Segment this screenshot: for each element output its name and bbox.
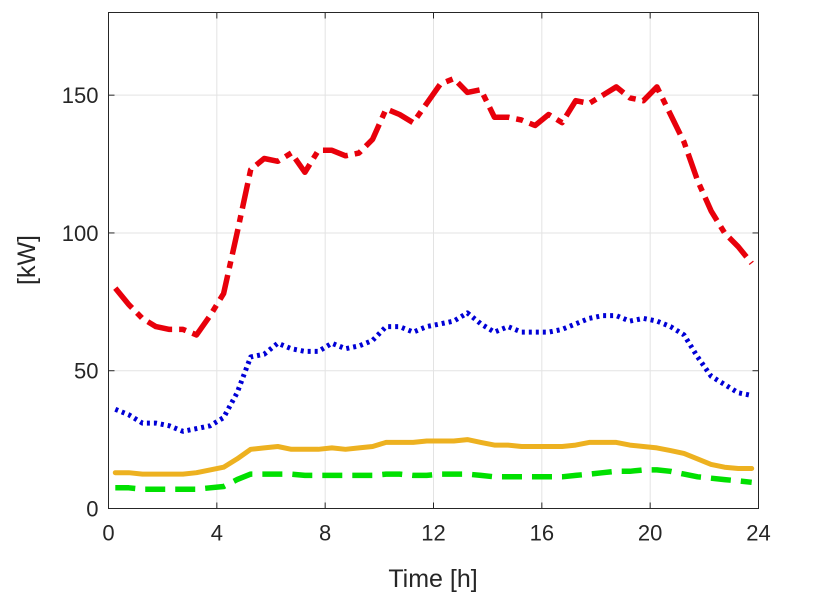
- series-line-green-dashed: [115, 467, 752, 492]
- y-tick-label: 50: [74, 359, 98, 384]
- series-group: [112, 75, 755, 492]
- x-axis-label: Time [h]: [388, 565, 477, 593]
- y-axis-label: [kW]: [13, 235, 41, 285]
- x-tick-label: 16: [530, 521, 554, 546]
- y-tick-label: 100: [62, 221, 99, 246]
- series-line-orange-solid: [112, 437, 755, 477]
- x-tick-label: 12: [421, 521, 445, 546]
- x-tick-label: 0: [102, 521, 114, 546]
- x-tick-label: 20: [638, 521, 662, 546]
- grid: [108, 12, 759, 509]
- x-tick-label: 8: [319, 521, 331, 546]
- x-tick-label: 24: [746, 521, 770, 546]
- series-line-blue-dotted: [114, 310, 753, 434]
- x-tick-label: 4: [211, 521, 223, 546]
- y-tick-label: 0: [86, 497, 98, 522]
- y-tick-label: 150: [62, 83, 99, 108]
- series-line-red-dashdot: [113, 75, 754, 338]
- tick-labels: 0 4 8 12 16 20 24 0 50 100 150: [62, 83, 771, 545]
- ticks: [108, 12, 759, 509]
